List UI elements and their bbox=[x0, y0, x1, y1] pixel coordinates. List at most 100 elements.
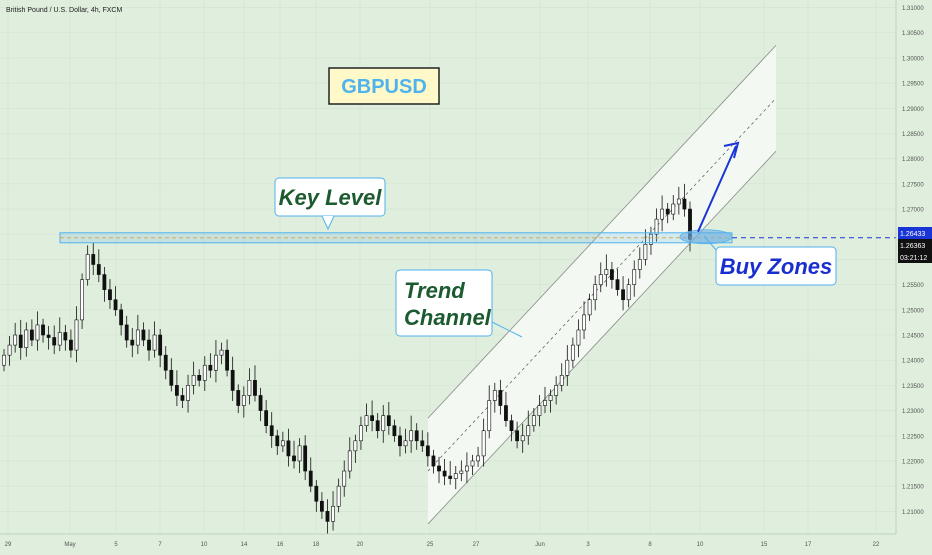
candle-body bbox=[527, 426, 530, 436]
candle-body bbox=[449, 476, 452, 479]
candle-body bbox=[365, 416, 368, 426]
x-tick-label: 29 bbox=[5, 542, 12, 548]
candle-body bbox=[136, 330, 139, 345]
candle-body bbox=[382, 416, 385, 431]
candle-body bbox=[203, 365, 206, 380]
candle-body bbox=[415, 431, 418, 441]
price-tag-key-level: 1.26433 bbox=[898, 227, 932, 239]
candle-body bbox=[672, 204, 675, 214]
candle-body bbox=[370, 416, 373, 421]
x-tick-label: 17 bbox=[805, 542, 812, 548]
x-axis-bg bbox=[0, 534, 932, 550]
candle-body bbox=[331, 506, 334, 521]
candle-body bbox=[426, 446, 429, 456]
y-tick-label: 1.31000 bbox=[902, 6, 924, 12]
candle-body bbox=[69, 340, 72, 350]
candle-body bbox=[120, 310, 123, 325]
candle-body bbox=[231, 370, 234, 390]
candle-body bbox=[638, 259, 641, 269]
candle-body bbox=[387, 416, 390, 426]
candle-body bbox=[41, 325, 44, 335]
candle-body bbox=[605, 270, 608, 275]
candle-body bbox=[504, 406, 507, 421]
y-tick-label: 1.22500 bbox=[902, 434, 924, 440]
candle-body bbox=[64, 332, 67, 340]
candle-body bbox=[298, 446, 301, 461]
y-tick-label: 1.27000 bbox=[902, 208, 924, 214]
candle-body bbox=[348, 451, 351, 471]
y-tick-label: 1.23000 bbox=[902, 409, 924, 415]
y-tick-label: 1.28000 bbox=[902, 157, 924, 163]
candle-body bbox=[315, 486, 318, 501]
candle-body bbox=[582, 315, 585, 330]
candle-body bbox=[159, 335, 162, 355]
candle-body bbox=[114, 300, 117, 310]
trend-channel-text-1: Trend bbox=[404, 278, 465, 303]
chart-title: British Pound / U.S. Dollar, 4h, FXCM bbox=[6, 7, 122, 14]
candle-body bbox=[577, 330, 580, 345]
buy-zone-ellipse bbox=[680, 230, 732, 244]
candle-body bbox=[253, 380, 256, 395]
candle-body bbox=[621, 290, 624, 300]
candle-body bbox=[220, 350, 223, 355]
candle-body bbox=[421, 441, 424, 446]
candle-body bbox=[610, 270, 613, 280]
candle-body bbox=[14, 335, 17, 345]
candle-body bbox=[482, 431, 485, 456]
candle-body bbox=[292, 456, 295, 461]
candle-body bbox=[655, 219, 658, 234]
candle-body bbox=[677, 199, 680, 204]
candle-body bbox=[259, 395, 262, 410]
candle-body bbox=[19, 335, 22, 348]
candle-body bbox=[97, 264, 100, 274]
candle-body bbox=[30, 330, 33, 340]
candle-body bbox=[538, 406, 541, 416]
candle-body bbox=[142, 330, 145, 340]
buy-zones-text: Buy Zones bbox=[720, 254, 832, 279]
candle-body bbox=[376, 421, 379, 431]
candle-body bbox=[86, 254, 89, 279]
y-tick-label: 1.24000 bbox=[902, 359, 924, 365]
x-tick-label: 10 bbox=[697, 542, 704, 548]
candle-body bbox=[343, 471, 346, 486]
candle-body bbox=[532, 416, 535, 426]
candle-body bbox=[192, 375, 195, 385]
candle-body bbox=[103, 275, 106, 290]
candle-body bbox=[320, 501, 323, 511]
candle-body bbox=[58, 332, 61, 345]
candle-body bbox=[566, 360, 569, 375]
candle-body bbox=[36, 325, 39, 340]
y-tick-label: 1.29000 bbox=[902, 107, 924, 113]
candle-body bbox=[521, 436, 524, 441]
candle-body bbox=[398, 436, 401, 446]
candle-body bbox=[309, 471, 312, 486]
candle-body bbox=[8, 345, 11, 355]
candle-body bbox=[47, 335, 50, 338]
candle-body bbox=[326, 511, 329, 521]
candle-body bbox=[549, 395, 552, 400]
x-tick-label: 10 bbox=[201, 542, 208, 548]
candle-body bbox=[214, 355, 217, 370]
y-tick-label: 1.23500 bbox=[902, 384, 924, 390]
candle-body bbox=[287, 441, 290, 456]
candle-body bbox=[594, 285, 597, 300]
candle-body bbox=[493, 390, 496, 400]
candle-body bbox=[555, 385, 558, 395]
candle-body bbox=[471, 461, 474, 466]
candle-body bbox=[270, 426, 273, 436]
candle-body bbox=[237, 390, 240, 405]
countdown-tag: 03:21:12 bbox=[898, 251, 932, 263]
candle-body bbox=[460, 471, 463, 474]
y-tick-label: 1.21000 bbox=[902, 510, 924, 516]
key-level-text: Key Level bbox=[279, 185, 383, 210]
candle-body bbox=[186, 385, 189, 400]
x-tick-label: 16 bbox=[277, 542, 284, 548]
y-tick-label: 1.27500 bbox=[902, 182, 924, 188]
candle-body bbox=[571, 345, 574, 360]
candle-body bbox=[225, 350, 228, 370]
candle-body bbox=[125, 325, 128, 340]
candle-body bbox=[359, 426, 362, 441]
x-tick-label: 25 bbox=[427, 542, 434, 548]
candle-body bbox=[164, 355, 167, 370]
